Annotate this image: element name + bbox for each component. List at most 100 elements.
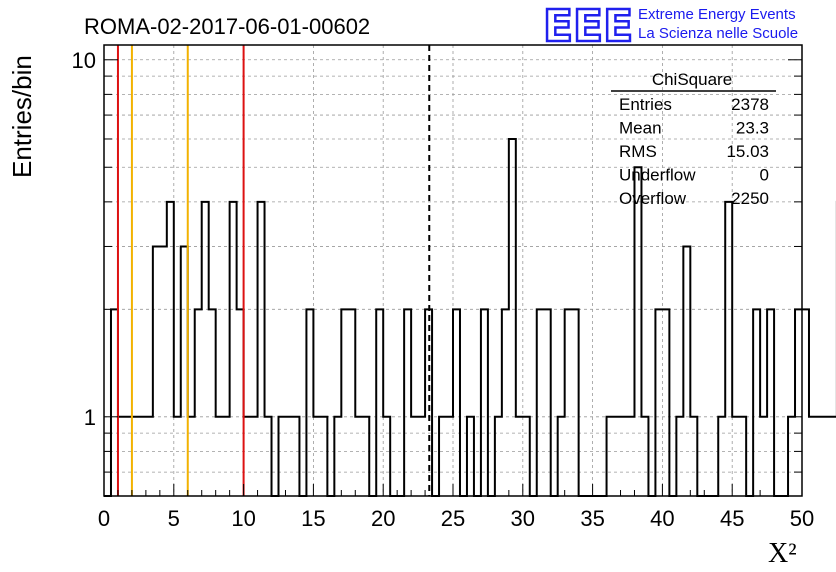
stats-row-label: RMS <box>619 142 657 161</box>
histogram-bin <box>237 309 244 496</box>
stats-row-value: 15.03 <box>726 142 769 161</box>
histogram-bin <box>111 309 118 496</box>
stats-row-label: Mean <box>619 119 662 138</box>
histogram-bin <box>795 309 802 496</box>
histogram-bin <box>439 417 446 496</box>
histogram-bin <box>683 246 690 496</box>
x-tick-label: 40 <box>650 506 674 531</box>
histogram-bin <box>160 246 167 496</box>
eee-logo-line2: La Scienza nelle Scuole <box>638 25 798 42</box>
histogram-bin <box>607 417 614 496</box>
y-tick-label: 10 <box>72 48 96 73</box>
stats-row-label: Overflow <box>619 189 687 208</box>
histogram-bin <box>753 309 760 496</box>
histogram-bin <box>146 417 153 496</box>
histogram-bin <box>523 417 530 496</box>
run-title: ROMA-02-2017-06-01-00602 <box>84 14 370 39</box>
histogram-bin <box>767 309 774 496</box>
histogram-bin <box>614 417 621 496</box>
histogram-bin <box>655 309 662 496</box>
histogram-bin <box>202 202 209 496</box>
eee-logo-line1: Extreme Energy Events <box>638 6 796 23</box>
reference-lines <box>116 45 431 496</box>
histogram-bin <box>285 417 292 496</box>
histogram-bin <box>739 417 746 496</box>
histogram-bin <box>558 417 565 496</box>
histogram-bin <box>292 417 299 496</box>
histogram-bin <box>376 309 383 496</box>
histogram-bin <box>628 417 635 496</box>
histogram-bin <box>348 309 355 496</box>
stats-row-value: 23.3 <box>736 119 769 138</box>
histogram-bin <box>188 417 195 496</box>
histogram-bin <box>404 309 411 496</box>
stats-row-value: 0 <box>760 166 769 185</box>
stats-title: ChiSquare <box>652 70 732 89</box>
stats-rows: Entries 2378 Mean 23.3 RMS 15.03 Underflow 0 Ove… <box>619 95 769 208</box>
histogram-bin <box>355 417 362 496</box>
x-tick-label: 10 <box>231 506 255 531</box>
histogram-bin <box>174 417 181 496</box>
histogram-bin <box>362 417 369 496</box>
histogram-bin <box>244 417 251 496</box>
histogram-bin <box>621 417 628 496</box>
histogram-bin <box>495 417 502 496</box>
histogram-bin <box>830 417 836 496</box>
histogram-bin <box>544 309 551 496</box>
histogram-bin <box>676 417 683 496</box>
histogram-bin <box>823 417 830 496</box>
y-axis-title: Entries/bin <box>7 55 37 178</box>
histogram-bin <box>516 417 523 496</box>
histogram-bin <box>411 417 418 496</box>
x-axis-ticks: 0 5 10 15 20 25 30 35 40 45 50 <box>98 484 814 531</box>
y-tick-label: 1 <box>84 405 96 430</box>
x-tick-label: 30 <box>511 506 535 531</box>
histogram-bin <box>167 202 174 496</box>
x-tick-label: 25 <box>441 506 465 531</box>
stats-box: ChiSquare Entries 2378 Mean 23.3 RMS 15.03 Und… <box>611 70 776 208</box>
histogram-bin <box>418 417 425 496</box>
histogram-bin <box>181 246 188 496</box>
histogram-bin <box>118 417 125 496</box>
histogram-bin <box>467 417 474 496</box>
stats-row-value: 2378 <box>731 95 769 114</box>
histogram-bin <box>258 202 265 496</box>
histogram-bin <box>809 417 816 496</box>
histogram-bin <box>265 417 272 496</box>
histogram-bin <box>251 417 258 496</box>
histogram-bin <box>802 309 809 496</box>
eee-logo: EEE Extreme Energy Events La Scienza nel… <box>542 0 798 53</box>
histogram-bin <box>718 417 725 496</box>
histogram-bin <box>565 309 572 496</box>
histogram-bin <box>481 309 488 496</box>
histogram-bin <box>453 309 460 496</box>
histogram-bin <box>125 417 132 496</box>
histogram-bin <box>279 417 286 496</box>
histogram-bin <box>760 417 767 496</box>
x-tick-label: 20 <box>371 506 395 531</box>
histogram-bin <box>223 417 230 496</box>
stats-row-label: Entries <box>619 95 672 114</box>
histogram-bin <box>446 417 453 496</box>
y-axis-ticks: 1 10 <box>72 48 802 497</box>
histogram-bin <box>216 417 223 496</box>
histogram-bin <box>816 417 823 496</box>
histogram-bin <box>725 202 732 496</box>
histogram-bin <box>230 202 237 496</box>
histogram-bin <box>383 417 390 496</box>
histogram-bin <box>139 417 146 496</box>
histogram-bin <box>320 417 327 496</box>
stats-row-value: 2250 <box>731 189 769 208</box>
histogram-bin <box>732 417 739 496</box>
x-tick-label: 5 <box>168 506 180 531</box>
histogram-bin <box>662 309 669 496</box>
histogram-bin <box>502 309 509 496</box>
histogram-bin <box>572 309 579 496</box>
histogram-bin <box>313 417 320 496</box>
histogram-bin <box>537 309 544 496</box>
histogram-bin <box>132 417 139 496</box>
histogram-bin <box>195 309 202 496</box>
histogram-bin <box>641 417 648 496</box>
x-tick-label: 35 <box>580 506 604 531</box>
